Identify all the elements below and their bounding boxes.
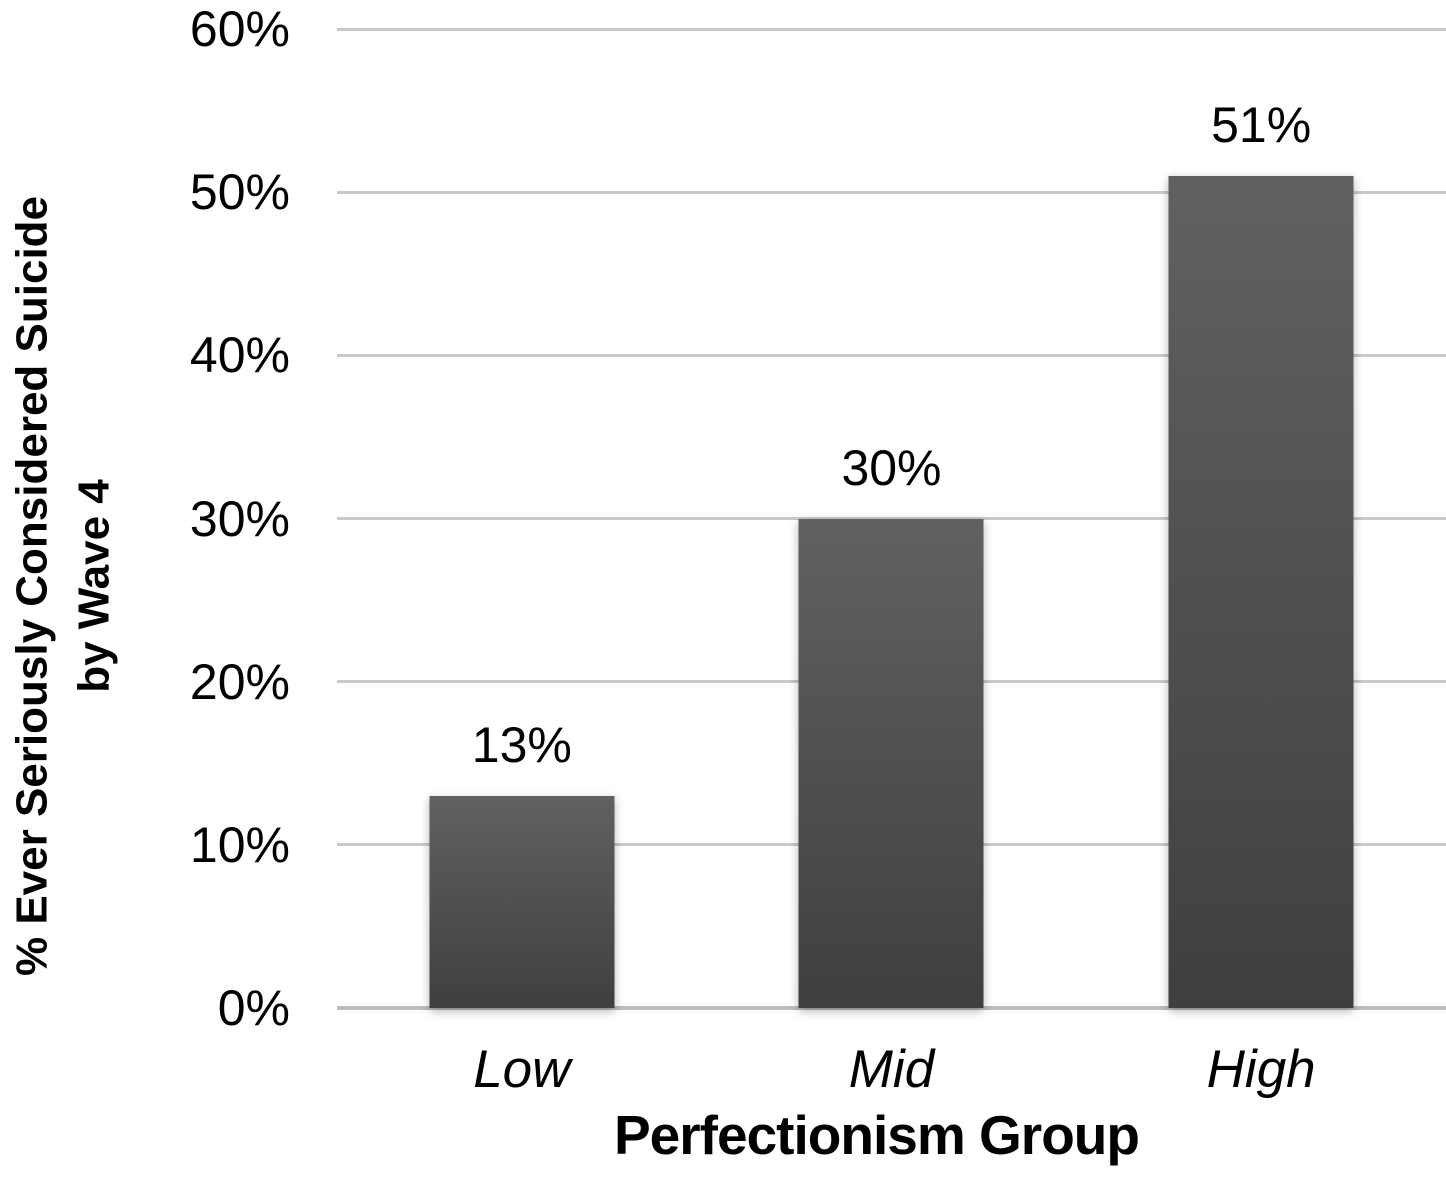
bar-slot: 13% bbox=[337, 29, 707, 1008]
gridline bbox=[337, 27, 1446, 31]
plot-area: 13% 30% 51% bbox=[337, 27, 1446, 1010]
y-tick-label: 0% bbox=[217, 980, 290, 1036]
x-category-label-low: Low bbox=[473, 1040, 571, 1099]
gridline bbox=[337, 190, 1446, 194]
x-axis-line bbox=[337, 1006, 1446, 1010]
y-tick-label: 50% bbox=[189, 164, 290, 221]
bar-slot: 30% bbox=[707, 29, 1077, 1008]
gridline bbox=[337, 353, 1446, 357]
y-axis-tick-labels: 60% 50% 40% 30% 20% 10% 0% bbox=[0, 4, 290, 1033]
bar-mid bbox=[798, 518, 984, 1008]
bar-value-label: 51% bbox=[1211, 96, 1312, 153]
y-tick-label: 10% bbox=[189, 816, 290, 873]
x-category-label-mid: Mid bbox=[848, 1040, 935, 1099]
bar-low bbox=[429, 795, 615, 1008]
bar-value-label: 13% bbox=[471, 716, 572, 773]
x-axis-category-labels: Low Mid High bbox=[337, 1042, 1446, 1102]
bar-high bbox=[1168, 175, 1354, 1008]
x-category-label-high: High bbox=[1206, 1040, 1316, 1099]
x-axis-title: Perfectionism Group bbox=[614, 1104, 1140, 1166]
y-tick-label: 20% bbox=[189, 653, 290, 710]
y-tick-label: 40% bbox=[189, 327, 290, 384]
y-tick-label: 30% bbox=[189, 490, 290, 547]
y-tick-label: 60% bbox=[189, 1, 290, 57]
bar-slot: 51% bbox=[1076, 29, 1446, 1008]
bar-value-label: 30% bbox=[841, 439, 942, 496]
